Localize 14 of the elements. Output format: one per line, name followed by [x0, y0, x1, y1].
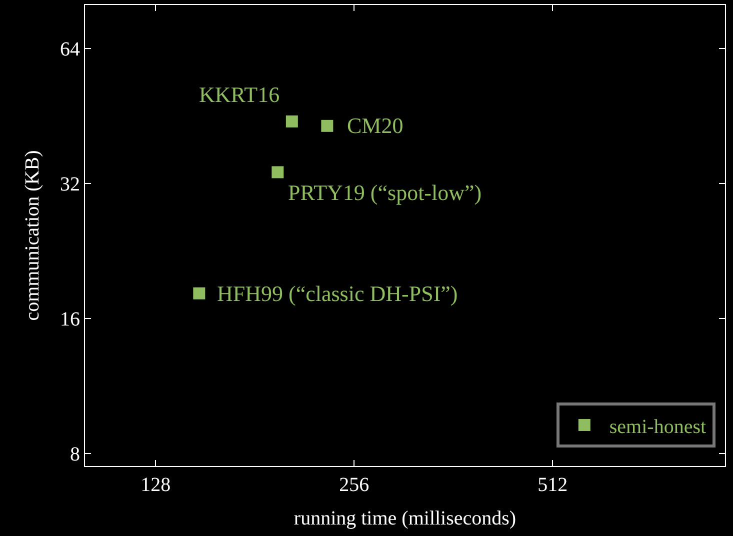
annotation: CM20: [347, 113, 404, 138]
y-axis-title: communication (KB): [22, 150, 44, 321]
y-tick-label: 64: [60, 38, 80, 60]
y-tick-label: 16: [60, 308, 80, 330]
x-tick-label: 128: [140, 474, 171, 496]
annotation: KKRT16: [199, 82, 280, 107]
x-tick-label: 256: [339, 474, 370, 496]
x-tick-label: 512: [538, 474, 568, 496]
annotation: HFH99 (“classic DH-PSI”): [217, 281, 458, 306]
x-axis-title: running time (milliseconds): [294, 508, 516, 530]
annotation: PRTY19 (“spot-low”): [288, 180, 482, 205]
legend-label: semi-honest: [609, 416, 706, 438]
y-tick-label: 8: [70, 443, 80, 466]
y-tick-label: 32: [60, 173, 80, 196]
